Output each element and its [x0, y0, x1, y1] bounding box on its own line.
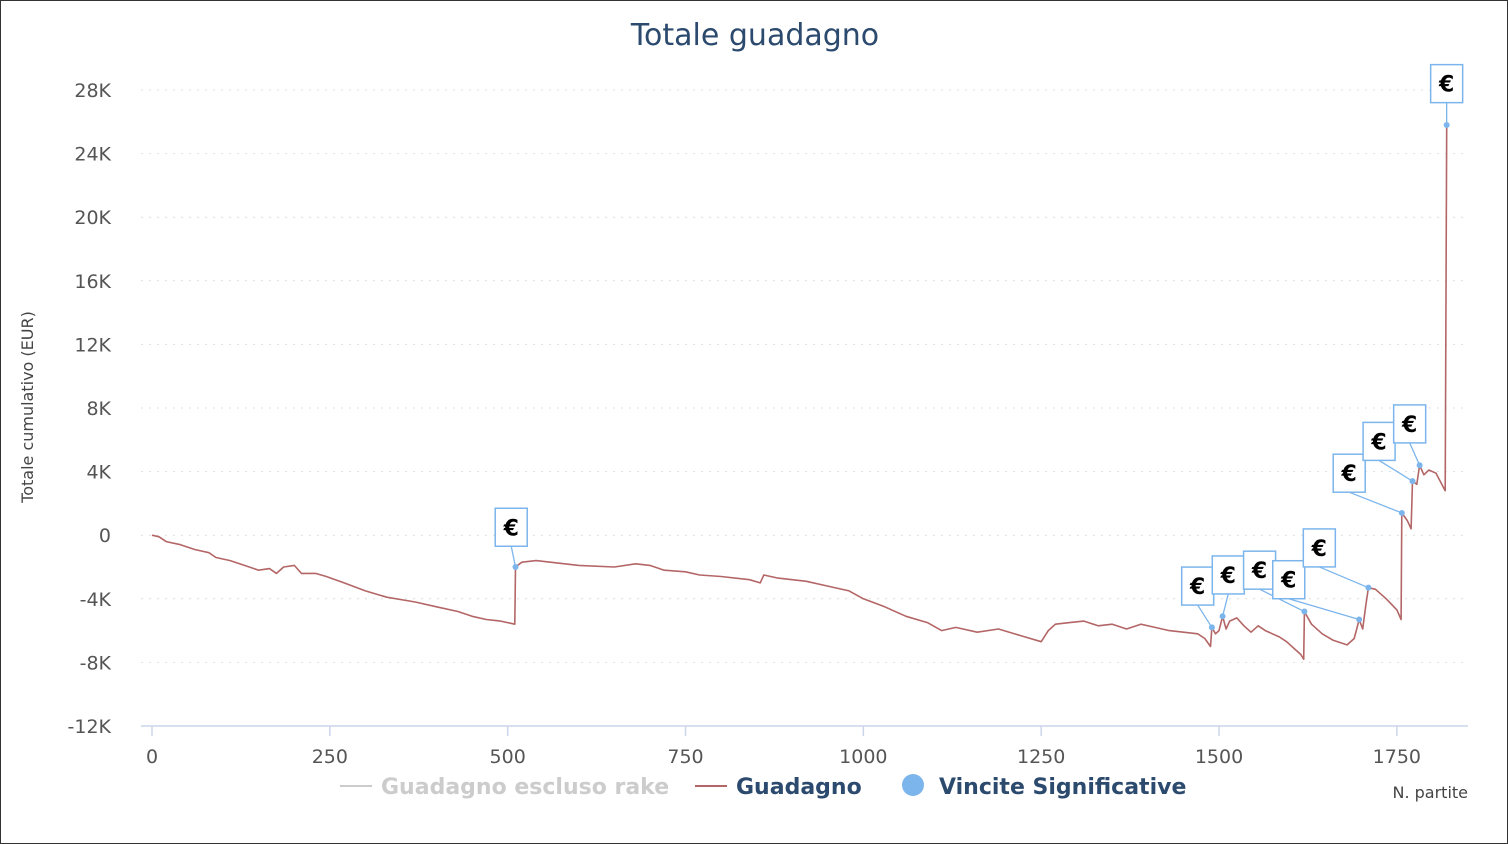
flag-connector — [1221, 593, 1229, 617]
significant-win-flags: € € € € € € € € € € — [494, 63, 1464, 631]
flag-connector — [1348, 491, 1403, 514]
x-axis — [141, 725, 1468, 736]
flag-connector — [1259, 588, 1305, 613]
flag-connector — [510, 546, 517, 568]
y-tick-label: 12K — [74, 334, 111, 356]
flag-box — [1392, 404, 1427, 444]
significant-win-flag[interactable]: € — [1302, 528, 1372, 591]
flag-connector — [1288, 598, 1360, 621]
euro-flag-label: € — [1401, 413, 1417, 438]
x-tick-label: 250 — [312, 746, 348, 768]
significant-win-point[interactable] — [1208, 624, 1215, 631]
significant-win-point[interactable] — [1416, 462, 1423, 469]
y-axis-title: Totale cumulativo (EUR) — [18, 311, 37, 504]
x-tick-label: 1500 — [1195, 746, 1243, 768]
flag-box — [1332, 453, 1366, 493]
y-tick-label: -12K — [68, 716, 112, 738]
significant-win-flag[interactable]: € — [1362, 421, 1416, 485]
grid-lines — [141, 89, 1468, 663]
x-tick-label: 1250 — [1017, 746, 1065, 768]
y-tick-label: 24K — [74, 144, 111, 166]
chart-title: Totale guadagno — [630, 18, 879, 53]
flag-box — [1180, 566, 1215, 606]
flag-connector — [1197, 604, 1213, 628]
x-tick-label: 750 — [667, 746, 703, 768]
significant-win-point[interactable] — [1398, 509, 1405, 516]
significant-win-flag[interactable]: € — [494, 507, 528, 570]
flag-connector — [1378, 459, 1413, 482]
euro-flag-label: € — [1220, 564, 1236, 589]
x-axis-title: N. partite — [1392, 783, 1468, 802]
y-tick-label: 8K — [86, 398, 111, 420]
y-tick-label: 20K — [74, 207, 111, 229]
y-tick-label: 0 — [99, 525, 111, 547]
significant-win-flag[interactable]: € — [1429, 63, 1464, 128]
flag-box — [1302, 528, 1337, 568]
euro-flag-label: € — [1341, 462, 1357, 487]
significant-win-flag[interactable]: € — [1211, 555, 1246, 620]
euro-flag-label: € — [1280, 569, 1296, 594]
flag-box — [1211, 555, 1246, 595]
significant-win-point[interactable] — [1409, 478, 1416, 485]
significant-win-flag[interactable]: € — [1180, 566, 1215, 631]
x-tick-label: 500 — [490, 746, 526, 768]
x-tick-label: 1750 — [1373, 746, 1421, 768]
y-tick-label: 4K — [86, 462, 111, 484]
significant-win-point[interactable] — [1443, 121, 1450, 128]
legend-item-guadagno-escluso-rake[interactable]: Guadagno escluso rake — [340, 775, 669, 800]
legend: Guadagno escluso rake Guadagno Vincite S… — [340, 774, 1186, 800]
significant-win-flag[interactable]: € — [1332, 453, 1405, 516]
euro-flag-label: € — [1311, 537, 1327, 562]
flag-box — [494, 507, 528, 547]
significant-win-point[interactable] — [512, 564, 519, 570]
euro-flag-label: € — [1370, 430, 1386, 455]
euro-flag-label: € — [1189, 575, 1205, 600]
flag-connector — [1319, 566, 1369, 589]
y-tick-label: 16K — [74, 271, 111, 293]
significant-win-flag[interactable]: € — [1271, 559, 1363, 623]
legend-dot-icon — [902, 774, 924, 796]
significant-win-point[interactable] — [1356, 616, 1363, 623]
legend-item-vincite-significative[interactable]: Vincite Significative — [902, 774, 1186, 800]
x-tick-label: 1000 — [839, 746, 887, 768]
flag-box — [1242, 550, 1277, 590]
x-tick-label: 0 — [146, 746, 158, 768]
plot-area: € € € € € € € € € € — [151, 63, 1464, 660]
legend-item-guadagno[interactable]: Guadagno — [695, 775, 862, 800]
euro-flag-label: € — [503, 516, 519, 541]
y-axis-tick-labels: 28K 24K 20K 16K 12K 8K 4K 0 -4K -8K -12K — [68, 80, 112, 738]
flag-box — [1429, 63, 1464, 104]
euro-flag-label: € — [1251, 559, 1267, 584]
euro-flag-label: € — [1438, 73, 1454, 98]
significant-win-flag[interactable]: € — [1392, 404, 1427, 469]
y-tick-label: -4K — [80, 589, 112, 611]
x-axis-tick-labels: 0 250 500 750 1000 1250 1500 1750 — [146, 746, 1421, 768]
flag-connector — [1409, 442, 1421, 466]
significant-win-flag[interactable]: € — [1242, 550, 1308, 615]
flag-box — [1362, 421, 1396, 462]
y-tick-label: -8K — [80, 652, 112, 674]
legend-label-guadagno: Guadagno — [736, 775, 862, 800]
y-tick-label: 28K — [74, 80, 111, 102]
flag-box — [1271, 559, 1306, 600]
significant-win-point[interactable] — [1301, 608, 1308, 615]
significant-win-point[interactable] — [1219, 613, 1226, 620]
significant-win-point[interactable] — [1365, 584, 1372, 591]
legend-label-guadagno-escluso-rake: Guadagno escluso rake — [381, 775, 669, 800]
legend-label-vincite-significative: Vincite Significative — [939, 775, 1186, 800]
